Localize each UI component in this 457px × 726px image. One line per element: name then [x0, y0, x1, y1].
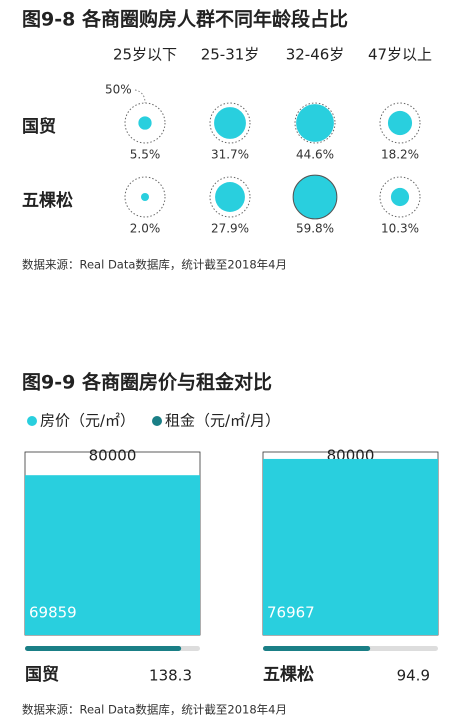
- rent-value-label: 94.9: [397, 667, 430, 685]
- bubble: [292, 174, 338, 220]
- column-header: 47岁以上: [368, 46, 432, 64]
- size-reference-circle: [124, 176, 166, 218]
- source-note: 数据来源：Real Data数据库，统计截至2018年4月: [22, 703, 287, 717]
- bar: [263, 458, 438, 635]
- column-header: 25岁以下: [113, 46, 177, 64]
- size-reference-circle: [379, 102, 421, 144]
- bubble: [214, 107, 246, 139]
- value-label: 31.7%: [211, 148, 249, 162]
- bubble: [215, 182, 245, 212]
- value-label: 27.9%: [211, 222, 249, 236]
- bubble: [387, 110, 413, 136]
- chart-title: 图9-8 各商圈购房人群不同年龄段占比: [22, 8, 348, 31]
- row-label: 国贸: [22, 116, 56, 137]
- category-label: 五棵松: [263, 664, 314, 685]
- size-reference-circle: [209, 102, 251, 144]
- size-reference-circle: [379, 176, 421, 218]
- category-label: 国贸: [25, 664, 59, 685]
- value-label: 44.6%: [296, 148, 334, 162]
- legend-label: 房价（元/㎡）: [40, 412, 135, 430]
- bar: [25, 475, 200, 635]
- rent-value-label: 138.3: [149, 667, 192, 685]
- value-label: 10.3%: [381, 222, 419, 236]
- bubble: [296, 104, 334, 142]
- bar-value-label: 69859: [29, 604, 77, 622]
- value-label: 59.8%: [296, 222, 334, 236]
- bubble: [138, 116, 152, 130]
- legend-swatch: [152, 416, 162, 426]
- size-reference-circle: [209, 176, 251, 218]
- row-label: 五棵松: [22, 190, 73, 211]
- size-reference-circle: [124, 102, 166, 144]
- bubble: [390, 187, 410, 207]
- max-label: 80000: [89, 447, 137, 465]
- column-header: 25-31岁: [201, 46, 260, 64]
- rent-bar: [25, 646, 182, 651]
- bubble: [141, 193, 149, 201]
- value-label: 5.5%: [130, 148, 161, 162]
- bar-value-label: 76967: [267, 604, 315, 622]
- size-reference-pointer: [134, 89, 146, 104]
- size-reference-label: 50%: [105, 83, 132, 97]
- size-reference-circle: [294, 102, 336, 144]
- chart-title: 图9-9 各商圈房价与租金对比: [22, 371, 272, 394]
- value-label: 18.2%: [381, 148, 419, 162]
- legend-swatch: [27, 416, 37, 426]
- rent-bar: [263, 646, 371, 651]
- value-label: 2.0%: [130, 222, 161, 236]
- source-note: 数据来源：Real Data数据库，统计截至2018年4月: [22, 258, 287, 272]
- legend-label: 租金（元/㎡/月）: [165, 412, 280, 430]
- column-header: 32-46岁: [286, 46, 345, 64]
